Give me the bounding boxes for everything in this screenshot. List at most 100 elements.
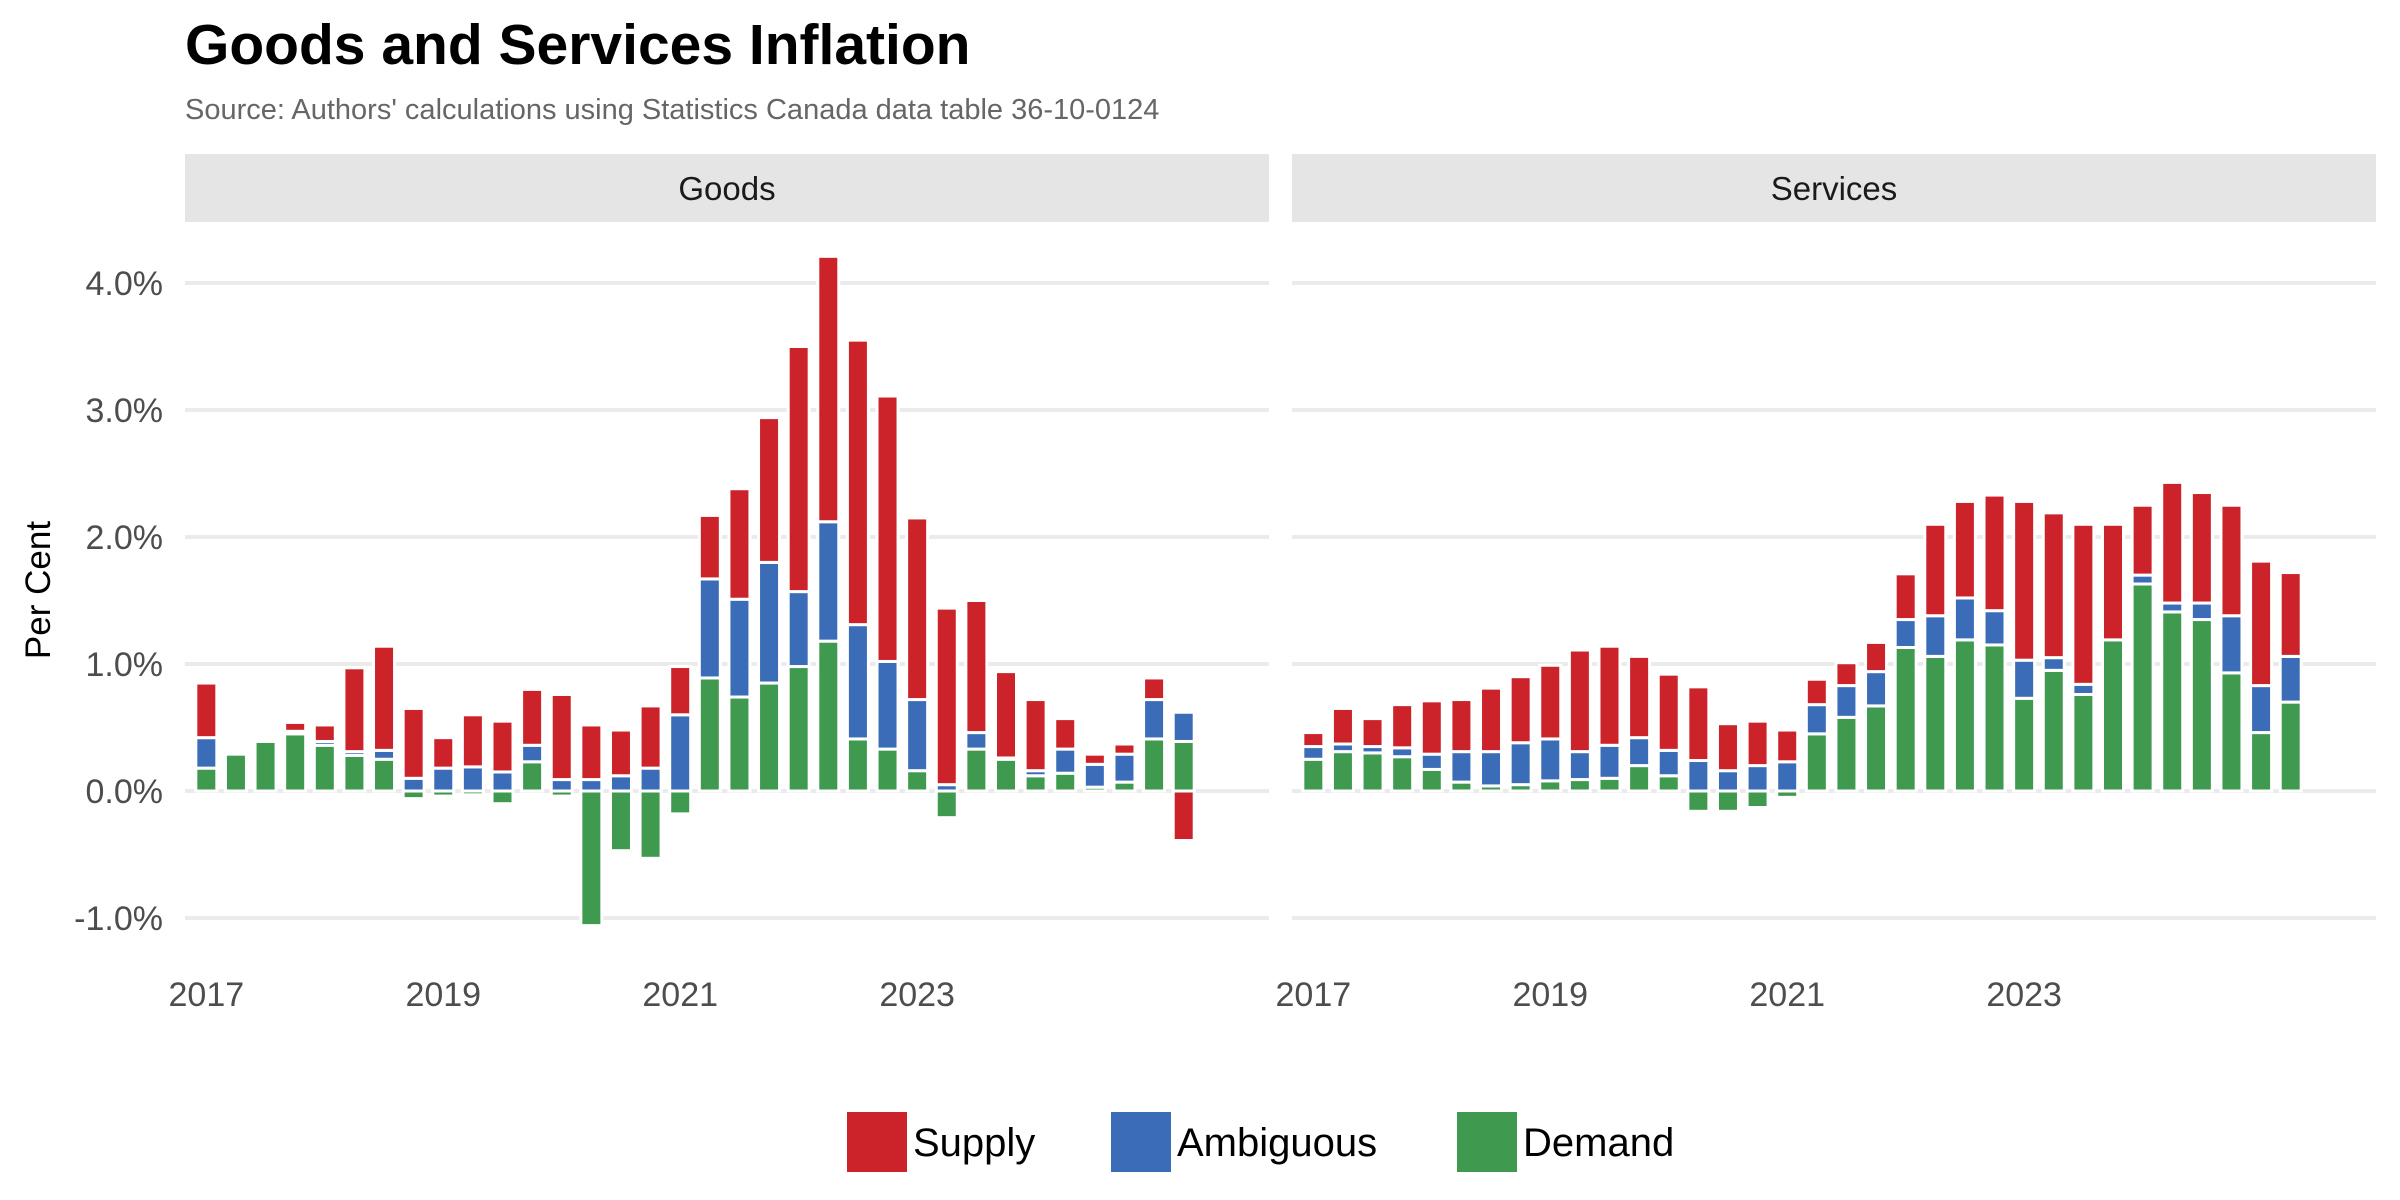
bar-demand [875, 747, 900, 793]
bars [1301, 480, 2303, 813]
bar-demand [1745, 789, 1770, 810]
bar-supply [638, 704, 663, 770]
bar-demand [372, 757, 397, 793]
bar-demand [520, 760, 545, 793]
bar-ambiguous [1567, 750, 1592, 782]
bar-supply [816, 254, 841, 524]
bar-supply [727, 487, 752, 601]
bar-demand [757, 681, 782, 793]
bar-supply [1538, 663, 1563, 741]
bar-ambiguous [845, 623, 870, 741]
bar-ambiguous [697, 577, 722, 680]
bar-ambiguous [1982, 609, 2007, 647]
bar-ambiguous [1864, 670, 1889, 708]
bar-demand [727, 695, 752, 793]
bar-ambiguous [1686, 759, 1711, 793]
bar-supply [1390, 703, 1415, 750]
bar-supply [786, 345, 811, 594]
bar-supply [2012, 499, 2037, 662]
bar-ambiguous [490, 770, 515, 793]
bar-demand [253, 739, 278, 793]
bar-demand [1864, 704, 1889, 793]
x-tick-label: 2017 [1276, 976, 1352, 1014]
bar-demand [2219, 671, 2244, 793]
bar-demand [905, 769, 930, 793]
bar-demand [2189, 618, 2214, 793]
bar-demand [993, 757, 1018, 793]
bar-supply [1686, 685, 1711, 763]
bar-supply [1923, 522, 1948, 618]
bar-supply [1864, 640, 1889, 674]
bar-ambiguous [727, 597, 752, 699]
legend: Supply Ambiguous Demand [847, 1112, 1674, 1172]
bar-ambiguous [194, 736, 219, 770]
legend-label: Supply [913, 1121, 1035, 1165]
bar-demand [2278, 700, 2303, 793]
bar-supply [757, 416, 782, 564]
bar-supply [312, 723, 337, 743]
y-tick-label: 2.0% [86, 519, 164, 557]
bar-demand [1597, 776, 1622, 793]
bar-demand [1330, 750, 1355, 793]
bar-ambiguous [1627, 736, 1652, 768]
bar-supply [1053, 717, 1078, 751]
facet-strip [185, 154, 1269, 222]
bar-supply [520, 687, 545, 747]
bar-ambiguous [2219, 614, 2244, 675]
y-axis: -1.0% 0.0% 1.0% 2.0% 3.0% 4.0% [74, 265, 163, 938]
bar-demand [1538, 779, 1563, 793]
bar-supply [372, 644, 397, 752]
bar-demand [490, 789, 515, 806]
bar-demand [934, 789, 959, 820]
x-tick-label: 2017 [169, 976, 245, 1014]
bar-supply [1301, 731, 1326, 749]
bar-demand [2249, 731, 2274, 793]
bar-demand [1982, 643, 2007, 793]
bar-demand [1142, 737, 1167, 793]
bar-demand [1923, 654, 1948, 793]
bar-demand [1893, 645, 1918, 793]
bar-ambiguous [549, 778, 574, 793]
bar-supply [283, 720, 308, 733]
bar-supply [2189, 491, 2214, 605]
panel-services: Services 2017 2019 2021 2023 [1276, 154, 2376, 1014]
bar-ambiguous [757, 560, 782, 685]
bar-supply [460, 713, 485, 769]
bar-ambiguous [964, 731, 989, 751]
bar-demand [1301, 757, 1326, 793]
bar-supply [579, 723, 604, 782]
bar-demand [2012, 696, 2037, 793]
bar-supply [934, 606, 959, 787]
bar-supply [1023, 698, 1048, 773]
bar-supply [1804, 677, 1829, 707]
bar-supply [401, 706, 426, 780]
x-tick-label: 2019 [405, 976, 481, 1014]
bar-ambiguous [1952, 596, 1977, 642]
bar-supply [2041, 511, 2066, 660]
bar-demand [1390, 755, 1415, 793]
bar-demand [1567, 778, 1592, 793]
legend-label: Ambiguous [1177, 1121, 1377, 1165]
bar-supply [1627, 654, 1652, 740]
bar-supply [1597, 644, 1622, 747]
bar-supply [1142, 676, 1167, 702]
x-tick-label: 2021 [642, 976, 718, 1014]
bar-ambiguous [431, 766, 456, 793]
bar-ambiguous [1508, 741, 1533, 787]
bar-demand [1627, 764, 1652, 793]
y-axis-label: Per Cent [19, 521, 58, 659]
y-tick-label: 0.0% [86, 773, 164, 811]
bar-demand [283, 732, 308, 793]
bar-supply [1745, 719, 1770, 768]
bar-demand [1834, 715, 1859, 793]
bar-ambiguous [1893, 618, 1918, 649]
bar-supply [1508, 675, 1533, 745]
bar-supply [2278, 571, 2303, 658]
y-tick-label: -1.0% [74, 900, 163, 938]
bar-ambiguous [786, 590, 811, 669]
bar-demand [964, 747, 989, 793]
bar-demand [1053, 771, 1078, 793]
bar-supply [1567, 648, 1592, 754]
bar-ambiguous [2189, 601, 2214, 622]
bar-supply [2249, 559, 2274, 688]
